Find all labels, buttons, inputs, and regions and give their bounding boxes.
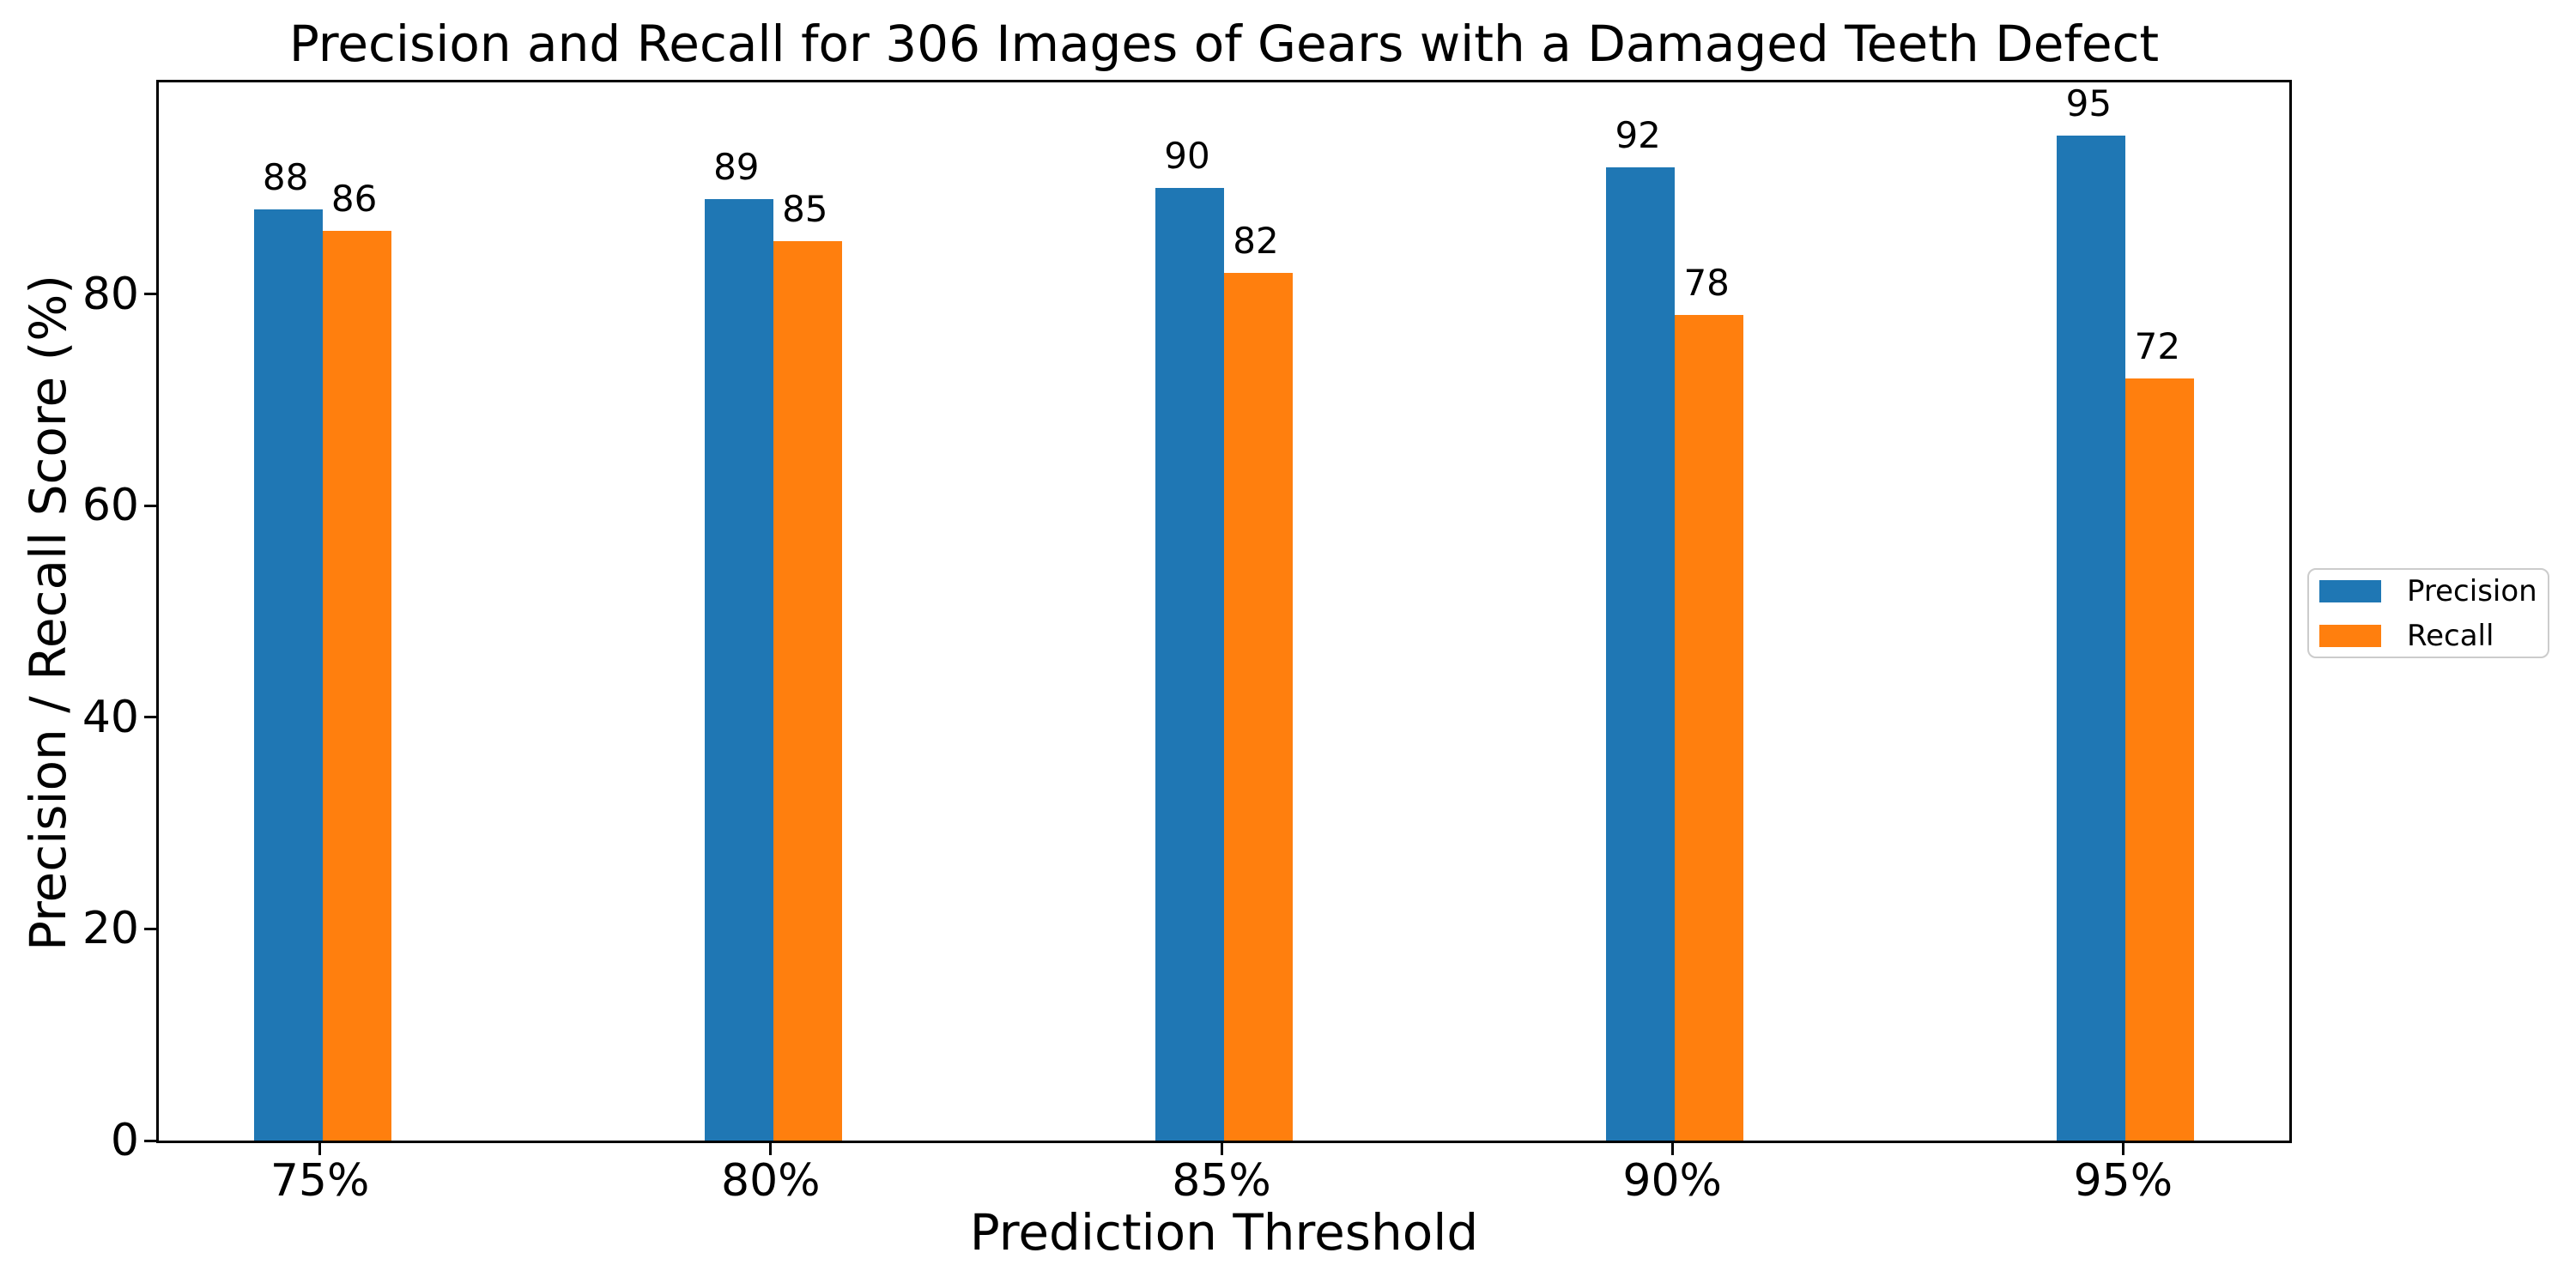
bar-value-label: 85 (782, 187, 828, 230)
legend-item-precision: Precision (2309, 577, 2548, 606)
legend-item-recall: Recall (2309, 621, 2548, 651)
x-tick-mark (1670, 1143, 1674, 1155)
bar-recall-85% (1224, 272, 1293, 1141)
x-tick-mark (2121, 1143, 2124, 1155)
bar-precision-85% (1155, 188, 1224, 1141)
bar-recall-95% (2125, 378, 2195, 1141)
y-tick-label: 60 (82, 480, 139, 532)
y-tick-mark (144, 716, 156, 719)
x-tick-mark (1220, 1143, 1223, 1155)
bar-value-label: 78 (1683, 262, 1730, 305)
y-tick-mark (144, 1139, 156, 1142)
precision-color-swatch (2319, 579, 2381, 602)
plot-area (156, 80, 2292, 1143)
chart-title: Precision and Recall for 306 Images of G… (288, 15, 2160, 73)
x-tick-label: 75% (270, 1155, 370, 1207)
y-tick-mark (144, 927, 156, 930)
bar-precision-90% (1606, 166, 1676, 1141)
x-tick-mark (318, 1143, 322, 1155)
bar-precision-95% (2057, 135, 2126, 1141)
bar-value-label: 92 (1615, 113, 1661, 156)
y-tick-label: 20 (82, 903, 139, 955)
legend-label-recall: Recall (2407, 618, 2494, 653)
bar-recall-75% (322, 230, 391, 1141)
bar-value-label: 88 (262, 155, 309, 198)
bar-precision-75% (253, 209, 323, 1141)
legend: Precision Recall (2307, 568, 2549, 658)
bar-value-label: 82 (1233, 219, 1279, 262)
y-tick-mark (144, 504, 156, 507)
bar-recall-90% (1675, 315, 1744, 1141)
legend-label-precision: Precision (2407, 573, 2537, 608)
x-tick-mark (769, 1143, 773, 1155)
x-tick-label: 85% (1172, 1155, 1271, 1207)
bar-value-label: 72 (2134, 325, 2181, 368)
y-axis-label: Precision / Recall Score (%) (19, 275, 77, 951)
x-tick-label: 95% (2073, 1155, 2173, 1207)
bar-value-label: 90 (1164, 135, 1210, 178)
y-tick-label: 0 (110, 1115, 139, 1166)
bar-value-label: 95 (2065, 82, 2112, 124)
bar-precision-80% (704, 198, 773, 1141)
recall-color-swatch (2319, 624, 2381, 647)
x-axis-label: Prediction Threshold (969, 1203, 1479, 1262)
bar-recall-80% (773, 240, 842, 1141)
y-tick-label: 80 (82, 268, 139, 320)
y-tick-mark (144, 293, 156, 296)
bar-value-label: 89 (713, 145, 760, 188)
x-tick-label: 80% (721, 1155, 821, 1207)
x-tick-label: 90% (1622, 1155, 1722, 1207)
y-tick-label: 40 (82, 691, 139, 743)
bar-value-label: 86 (330, 177, 378, 220)
